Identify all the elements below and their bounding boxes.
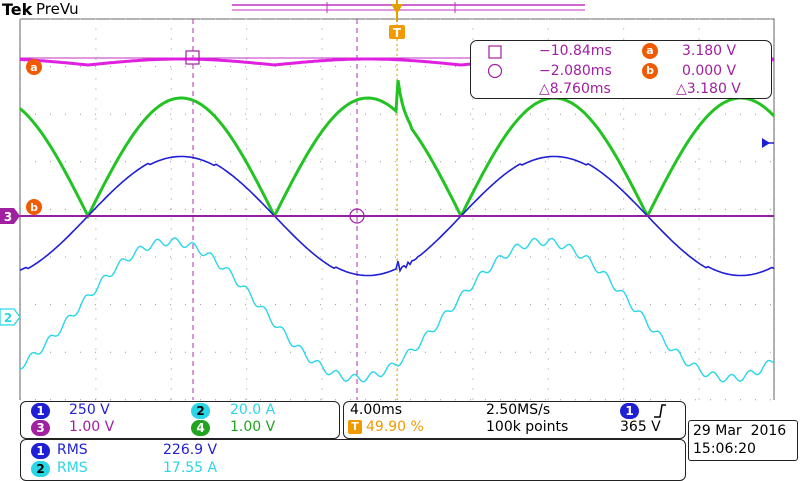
meas-2-name: RMS: [57, 460, 88, 476]
time-display: 15:06:20: [693, 441, 756, 457]
date-display: 29 Mar 2016: [693, 423, 787, 439]
ch2-ground-marker[interactable]: 2: [0, 308, 21, 326]
meas-1-channel-badge: 1: [31, 443, 50, 459]
ch4-scale: 1.00 V: [230, 419, 276, 435]
channel-scale-panel[interactable]: 1 250 V 2 20.0 A 3 1.00 V 4 1.00 V: [20, 401, 340, 439]
trigger-source-badge[interactable]: 1: [620, 403, 639, 419]
ref-b-marker[interactable]: b: [26, 199, 42, 215]
trigger-level: 365 V: [620, 419, 661, 435]
ch2-scale: 20.0 A: [230, 402, 276, 418]
cursor-b-chip: b: [642, 63, 658, 79]
meas-1-value: 226.9 V: [163, 442, 218, 458]
cursor-a-chip: a: [642, 43, 658, 59]
meas-1-name: RMS: [57, 442, 88, 458]
ch4-trace: [19, 79, 776, 220]
svg-text:2: 2: [4, 311, 12, 325]
ch1-scale: 250 V: [69, 402, 110, 418]
cursor-2-time: −2.080ms: [539, 63, 612, 79]
trigger-position-icon: T: [348, 420, 362, 434]
cursor-a-value: 3.180 V: [682, 43, 737, 59]
meas-2-channel-badge: 2: [31, 461, 50, 477]
trigger-position: 49.90 %: [366, 419, 424, 435]
horizontal-scale: 4.00ms: [350, 402, 403, 418]
meas-2-value: 17.55 A: [163, 460, 218, 476]
ch3-scale: 1.00 V: [69, 419, 115, 435]
svg-text:3: 3: [4, 210, 12, 224]
ch3-badge[interactable]: 3: [31, 420, 50, 436]
cursor-delta-time: △8.760ms: [539, 81, 611, 97]
cursor-readout-icons: [487, 45, 503, 79]
record-view-bar: [232, 2, 585, 13]
acquisition-mode: PreVu: [36, 0, 79, 18]
cursor-square-icon: [488, 45, 502, 59]
ch2-trace: [20, 237, 775, 383]
ch4-badge[interactable]: 4: [191, 420, 210, 436]
cursor-b-value: 0.000 V: [682, 63, 737, 79]
cursor-delta-value: △3.180 V: [676, 81, 741, 97]
cursor-2-circle-marker[interactable]: [349, 208, 365, 224]
datetime-panel: 29 Mar 2016 15:06:20: [688, 420, 798, 461]
trigger-marker-label: T: [393, 26, 402, 40]
svg-text:b: b: [30, 201, 38, 214]
ch2-badge[interactable]: 2: [191, 403, 210, 419]
svg-text:a: a: [30, 61, 37, 74]
brand-logo: Tek: [2, 0, 33, 19]
cursor-1-time: −10.84ms: [539, 43, 612, 59]
measurement-panel[interactable]: 1 RMS 226.9 V 2 RMS 17.55 A: [20, 439, 686, 481]
cursor-readout-panel[interactable]: −10.84ms −2.080ms △8.760ms a b 3.180 V 0…: [470, 40, 772, 99]
ch1-badge[interactable]: 1: [31, 403, 50, 419]
ch3-ground-marker[interactable]: 3: [0, 208, 20, 224]
cursor-circle-icon: [487, 63, 503, 79]
sample-rate: 2.50MS/s: [486, 402, 551, 418]
record-length: 100k points: [486, 419, 569, 435]
rising-edge-icon: [654, 404, 666, 418]
timebase-panel[interactable]: 4.00ms 2.50MS/s 1 T 49.90 % 100k points …: [343, 401, 686, 439]
trigger-marker-icon[interactable]: T: [389, 0, 405, 40]
ref-a-marker[interactable]: a: [26, 59, 42, 75]
cursor-1-square-marker[interactable]: [185, 50, 200, 65]
